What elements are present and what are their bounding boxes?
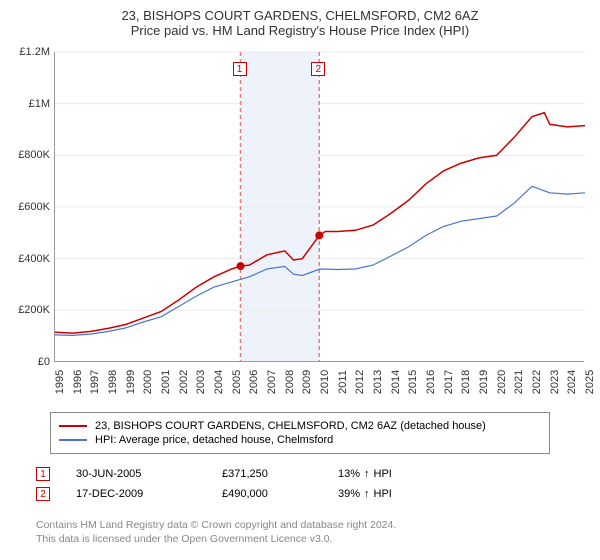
x-tick: 2002 <box>178 370 190 394</box>
y-tick: £800K <box>18 149 50 161</box>
x-tick: 2021 <box>513 370 525 394</box>
x-tick: 2024 <box>566 370 578 394</box>
x-tick: 2025 <box>584 370 596 394</box>
event-id-box: 1 <box>36 467 50 481</box>
y-tick: £600K <box>18 201 50 213</box>
x-tick: 2007 <box>266 370 278 394</box>
x-tick: 2008 <box>284 370 296 394</box>
legend-row: 23, BISHOPS COURT GARDENS, CHELMSFORD, C… <box>59 419 541 433</box>
footer-text: Contains HM Land Registry data © Crown c… <box>36 518 576 546</box>
y-tick: £200K <box>18 304 50 316</box>
x-tick: 1998 <box>107 370 119 394</box>
x-tick: 2003 <box>195 370 207 394</box>
legend-swatch <box>59 425 87 427</box>
y-tick: £0 <box>38 356 50 368</box>
x-tick: 2018 <box>460 370 472 394</box>
x-tick: 2016 <box>425 370 437 394</box>
x-tick: 1997 <box>89 370 101 394</box>
legend-label: 23, BISHOPS COURT GARDENS, CHELMSFORD, C… <box>95 420 486 432</box>
x-tick: 2006 <box>248 370 260 394</box>
x-tick: 2014 <box>390 370 402 394</box>
event-date: 17-DEC-2009 <box>76 488 196 500</box>
legend-box: 23, BISHOPS COURT GARDENS, CHELMSFORD, C… <box>50 412 550 454</box>
event-pct: 13% ↑ HPI <box>338 468 392 480</box>
chart-area: £0 £200K £400K £600K £800K £1M £1.2M 1 2 1995 1996… <box>10 48 590 408</box>
x-tick: 1995 <box>54 370 66 394</box>
x-tick: 2015 <box>407 370 419 394</box>
x-tick: 2004 <box>213 370 225 394</box>
x-tick: 2022 <box>531 370 543 394</box>
vline-label-2: 2 <box>311 62 325 76</box>
event-date: 30-JUN-2005 <box>76 468 196 480</box>
legend-label: HPI: Average price, detached house, Chel… <box>95 434 333 446</box>
event-row: 1 30-JUN-2005 £371,250 13% ↑ HPI <box>36 464 576 484</box>
x-tick: 2001 <box>160 370 172 394</box>
chart-subtitle: Price paid vs. HM Land Registry's House … <box>0 23 600 44</box>
footer-line-2: This data is licensed under the Open Gov… <box>36 532 576 546</box>
y-tick: £400K <box>18 253 50 265</box>
legend-swatch <box>59 439 87 441</box>
series-svg <box>55 52 584 361</box>
x-tick: 2020 <box>496 370 508 394</box>
x-tick: 2017 <box>443 370 455 394</box>
arrow-up-icon: ↑ <box>364 488 370 500</box>
x-tick: 2000 <box>142 370 154 394</box>
x-tick: 1996 <box>72 370 84 394</box>
x-tick: 2009 <box>301 370 313 394</box>
x-tick: 1999 <box>125 370 137 394</box>
x-tick: 2012 <box>354 370 366 394</box>
vline-label-1: 1 <box>233 62 247 76</box>
y-tick: £1M <box>29 98 50 110</box>
x-tick: 2023 <box>549 370 561 394</box>
event-pct: 39% ↑ HPI <box>338 488 392 500</box>
y-tick: £1.2M <box>19 46 50 58</box>
plot-area <box>54 52 584 362</box>
event-row: 2 17-DEC-2009 £490,000 39% ↑ HPI <box>36 484 576 504</box>
event-price: £371,250 <box>222 468 312 480</box>
x-tick: 2010 <box>319 370 331 394</box>
x-tick: 2019 <box>478 370 490 394</box>
footer-line-1: Contains HM Land Registry data © Crown c… <box>36 518 576 532</box>
legend-row: HPI: Average price, detached house, Chel… <box>59 433 541 447</box>
event-price: £490,000 <box>222 488 312 500</box>
event-id-box: 2 <box>36 487 50 501</box>
x-tick: 2005 <box>231 370 243 394</box>
x-tick: 2011 <box>337 370 349 394</box>
arrow-up-icon: ↑ <box>364 468 370 480</box>
chart-title: 23, BISHOPS COURT GARDENS, CHELMSFORD, C… <box>0 0 600 23</box>
events-table: 1 30-JUN-2005 £371,250 13% ↑ HPI 2 17-DEC-200… <box>36 464 576 504</box>
x-tick: 2013 <box>372 370 384 394</box>
